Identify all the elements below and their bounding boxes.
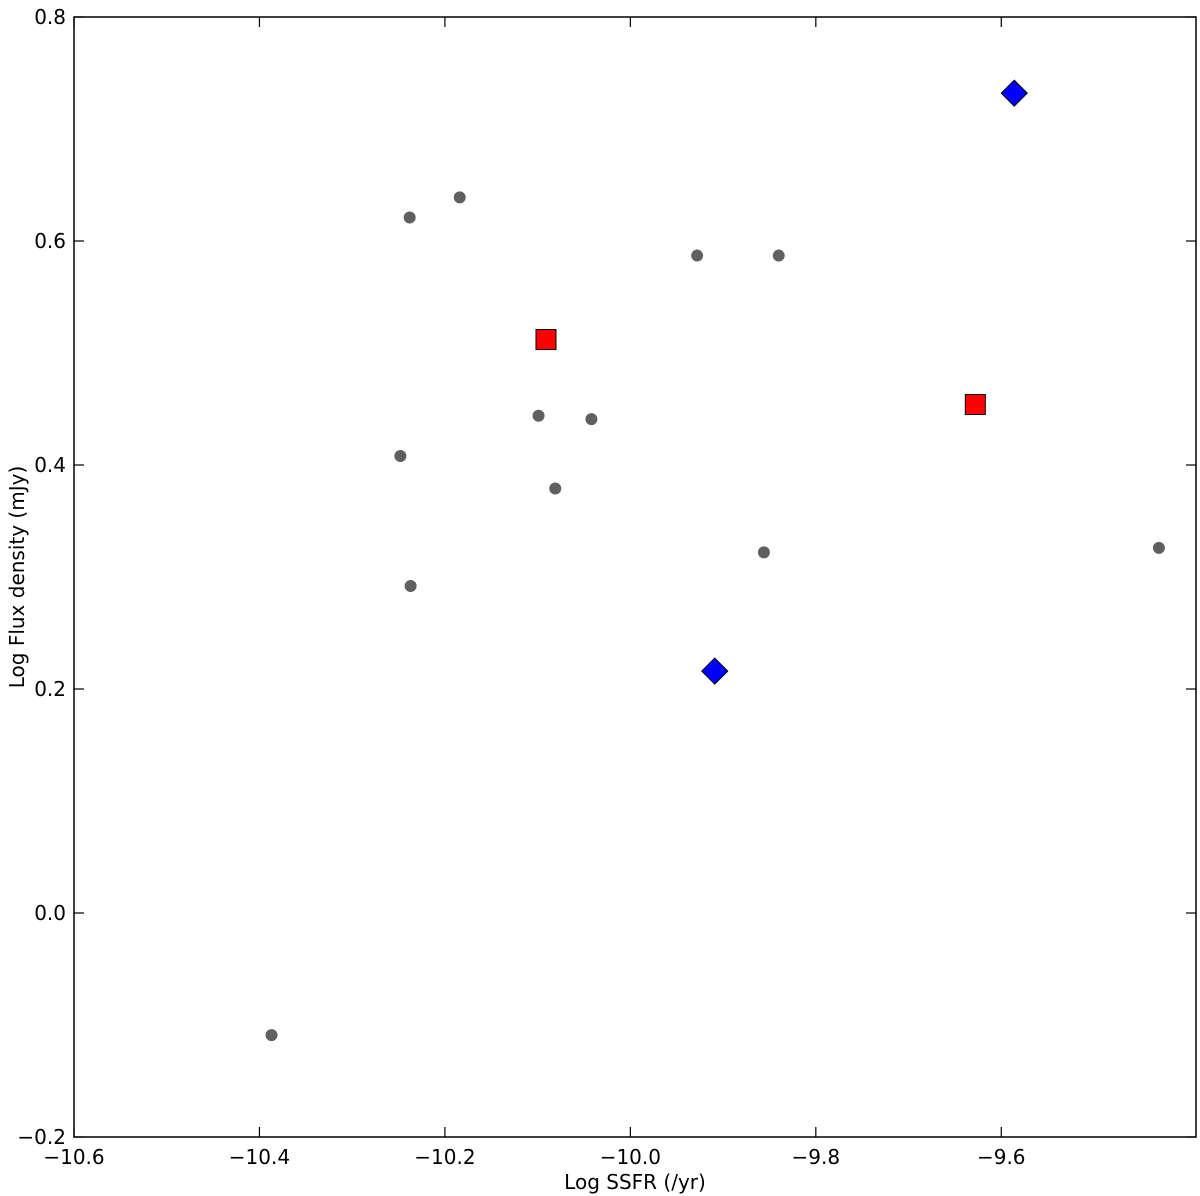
point <box>549 482 562 495</box>
x-tick-label: −10.0 <box>600 1145 661 1169</box>
x-tick-label: −10.4 <box>229 1145 290 1169</box>
x-axis-label: Log SSFR (/yr) <box>564 1170 706 1194</box>
x-tick-label: −10.6 <box>43 1145 104 1169</box>
point <box>535 329 557 351</box>
point <box>585 413 598 426</box>
point <box>532 409 545 422</box>
y-tick-label: 0.6 <box>34 229 66 253</box>
point <box>404 579 417 592</box>
point <box>453 191 466 204</box>
point <box>691 249 704 262</box>
x-tick-label: −9.8 <box>792 1145 841 1169</box>
point <box>772 249 785 262</box>
y-tick-label: 0.8 <box>34 5 66 29</box>
point <box>265 1029 278 1042</box>
point <box>403 211 416 224</box>
x-tick-label: −9.6 <box>977 1145 1026 1169</box>
point <box>1152 541 1165 554</box>
y-axis-label: Log Flux density (mJy) <box>5 466 29 689</box>
point <box>1000 79 1028 107</box>
y-tick-label: 0.4 <box>34 453 66 477</box>
y-tick-label: 0.2 <box>34 677 66 701</box>
y-tick-label: −0.2 <box>17 1125 66 1149</box>
point <box>964 394 986 416</box>
point <box>701 657 729 685</box>
x-tick-label: −10.2 <box>414 1145 475 1169</box>
point <box>394 450 407 463</box>
point <box>757 546 770 559</box>
y-tick-label: 0.0 <box>34 901 66 925</box>
plot-frame <box>73 16 1197 1138</box>
